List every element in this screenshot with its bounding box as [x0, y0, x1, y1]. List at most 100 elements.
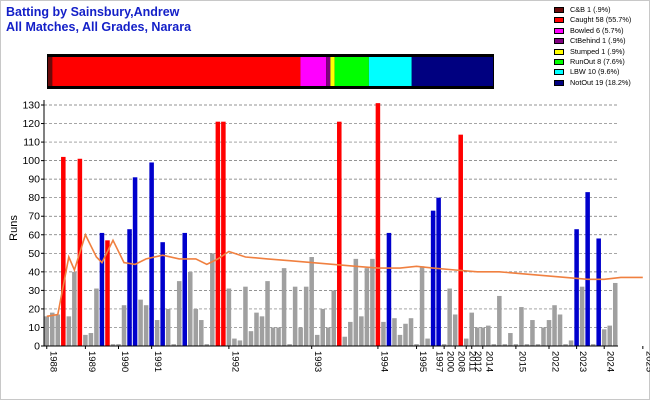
bar-other	[248, 331, 254, 346]
bar-other	[265, 281, 270, 346]
legend-label: NotOut 19 (18.2%)	[570, 77, 631, 87]
bar-other	[72, 271, 77, 346]
bar-other	[546, 320, 552, 346]
bar-other	[121, 305, 127, 346]
bar-other	[447, 288, 452, 346]
bar-other	[303, 286, 309, 346]
bar-notout	[596, 238, 601, 346]
axes	[43, 100, 618, 347]
strip-segment-lbw	[368, 57, 412, 86]
bar-other	[552, 305, 557, 346]
x-tick-label: 1993	[312, 351, 323, 372]
bar-other	[469, 312, 475, 346]
bar-other	[281, 268, 287, 346]
bar-other	[359, 316, 364, 346]
legend-item-notout: NotOut 19 (18.2%)	[554, 78, 649, 88]
y-tick-label: 90	[28, 174, 40, 186]
bar-other	[55, 314, 61, 346]
bar-other	[270, 327, 276, 346]
bar-other	[530, 320, 535, 346]
bar-other	[165, 308, 171, 346]
bar-other	[612, 282, 618, 346]
x-tick-label: 2024	[605, 351, 616, 372]
bar-other	[292, 286, 298, 346]
legend-item-caught: Caught 58 (55.7%)	[554, 15, 649, 25]
y-tick-label: 50	[28, 248, 40, 260]
bar-other	[331, 290, 337, 346]
strip-segment-notout	[411, 57, 493, 86]
bar-other	[408, 318, 414, 346]
bar-notout	[127, 229, 132, 346]
bar-other	[414, 344, 419, 346]
bar-other	[579, 286, 585, 346]
bars	[44, 103, 618, 347]
bar-other	[254, 312, 259, 346]
bar-caught	[105, 240, 110, 346]
legend-item-runout: RunOut 8 (7.6%)	[554, 57, 649, 67]
bar-other	[298, 327, 303, 346]
x-tick-label: 1991	[152, 351, 163, 372]
bar-caught	[221, 121, 226, 346]
bar-caught	[215, 121, 221, 346]
bar-caught	[375, 103, 381, 347]
bar-other	[513, 344, 519, 346]
bar-other	[176, 281, 182, 346]
legend-swatch	[554, 7, 564, 13]
bar-notout	[430, 210, 436, 346]
bar-other	[309, 257, 314, 346]
x-tick-label: 2015	[516, 351, 527, 372]
bar-caught	[61, 156, 66, 346]
bar-other	[364, 268, 370, 346]
bar-notout	[99, 232, 105, 346]
x-tick-label: 1990	[119, 351, 130, 372]
x-tick-label: 2022	[550, 351, 561, 372]
bar-other	[342, 336, 348, 346]
bar-other	[590, 344, 596, 346]
legend-swatch	[554, 48, 564, 55]
bar-notout	[182, 232, 188, 346]
bar-other	[452, 314, 458, 346]
y-tick-label: 130	[22, 100, 40, 112]
legend: C&B 1 (.9%) Caught 58 (55.7%) Bowled 6 (…	[554, 5, 649, 88]
bar-other	[83, 334, 88, 346]
dismissal-strip	[47, 54, 494, 89]
bar-other	[425, 338, 430, 346]
bar-other	[226, 288, 232, 346]
legend-swatch	[554, 58, 564, 65]
bar-other	[568, 340, 574, 346]
x-tick-label: 2025	[643, 351, 650, 372]
bar-other	[502, 344, 508, 346]
bar-other	[66, 316, 72, 346]
legend-label: C&B 1 (.9%)	[570, 5, 611, 14]
bar-other	[541, 327, 546, 346]
y-tick-label: 0	[34, 341, 40, 353]
strip-segment-caught	[52, 57, 301, 86]
bar-other	[403, 323, 408, 346]
x-tick-label: 2000	[445, 351, 456, 372]
bar-other	[508, 333, 513, 346]
y-tick-label: 20	[28, 303, 40, 315]
legend-label: Bowled 6 (5.7%)	[570, 25, 624, 35]
chart-title: Batting by Sainsbury,Andrew	[6, 5, 180, 19]
x-tick-label: 2011	[467, 351, 478, 371]
y-tick-label: 60	[28, 229, 40, 241]
legend-swatch	[554, 27, 564, 34]
bar-other	[259, 316, 265, 346]
y-tick-label: 80	[28, 192, 40, 204]
x-tick-label: 1992	[229, 351, 240, 372]
x-tick-label: 2014	[483, 351, 494, 372]
legend-item-lbw: LBW 10 (9.6%)	[554, 67, 649, 77]
bar-notout	[574, 229, 579, 346]
bar-other	[199, 320, 204, 346]
bar-other	[50, 312, 55, 346]
legend-item-stumped: Stumped 1 (.9%)	[554, 47, 649, 57]
bar-other	[94, 288, 99, 346]
legend-item-bowled: Bowled 6 (5.7%)	[554, 26, 649, 36]
bar-other	[474, 327, 480, 346]
legend-label: RunOut 8 (7.6%)	[570, 56, 625, 66]
bar-notout	[585, 192, 590, 346]
bar-other	[497, 295, 502, 346]
legend-item-ctbehind: CtBehind 1 (.9%)	[554, 36, 649, 46]
x-tick-label: 2008	[456, 351, 467, 372]
bar-other	[143, 305, 149, 346]
